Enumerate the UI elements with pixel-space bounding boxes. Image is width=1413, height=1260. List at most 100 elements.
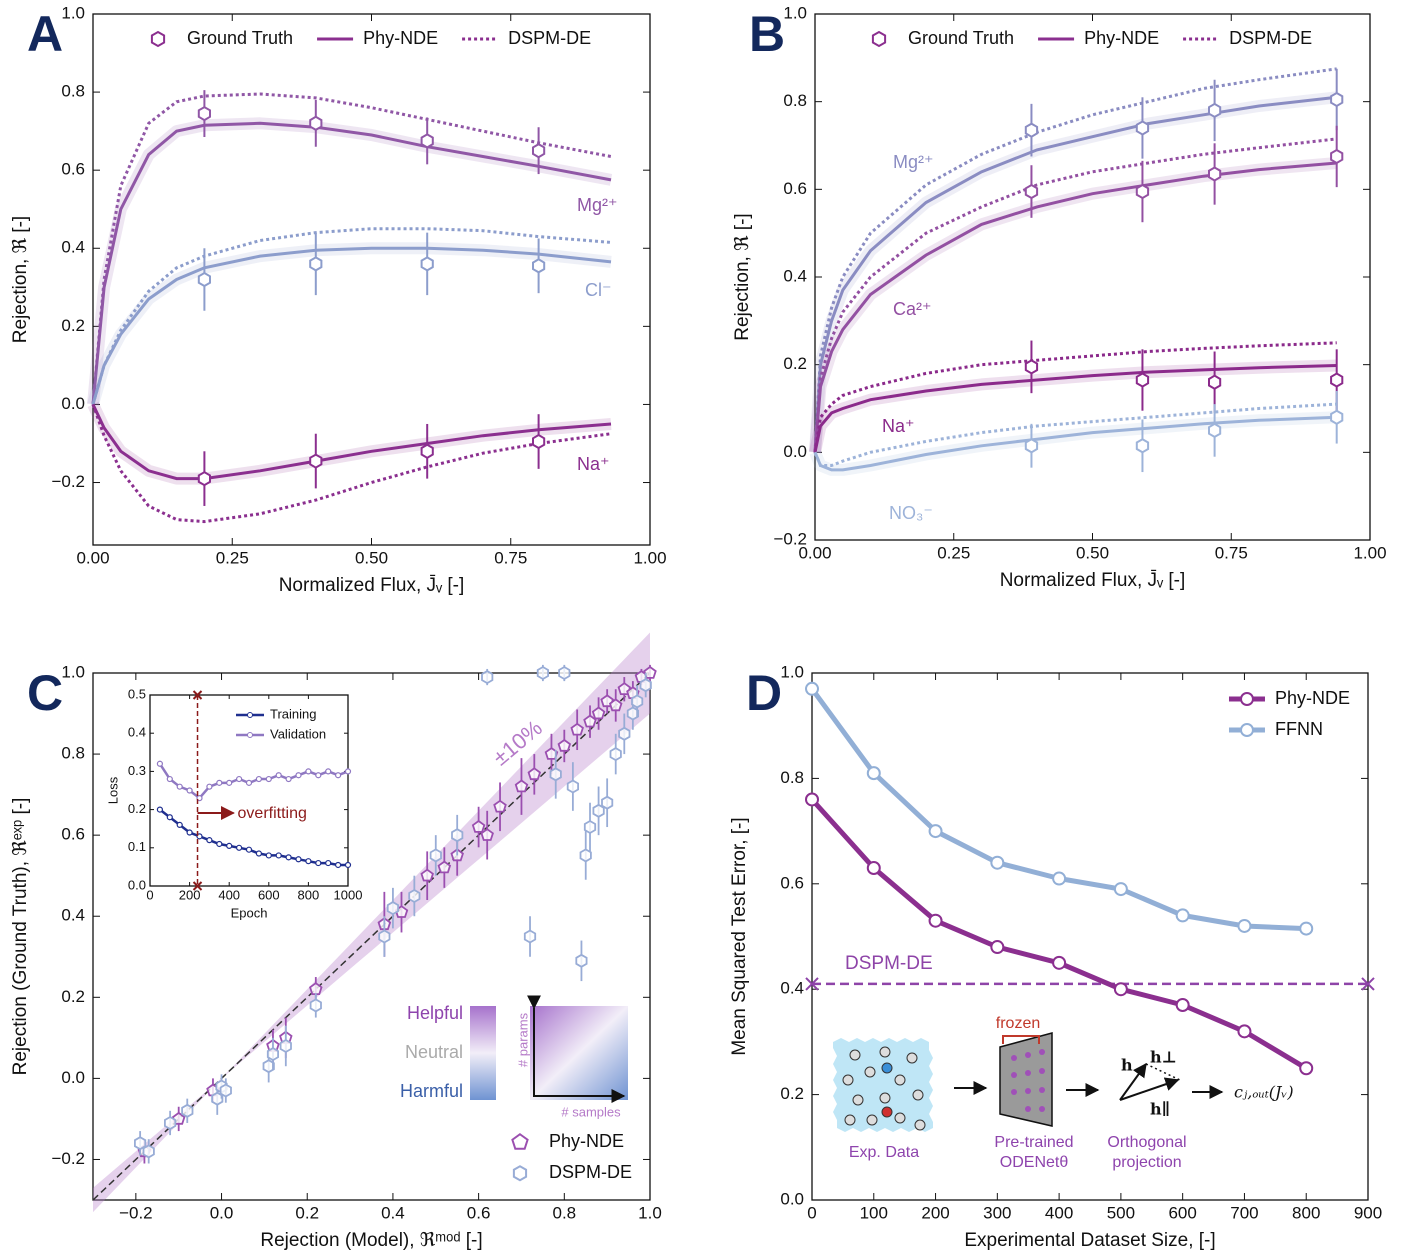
x-tick-label: 0.50 [1076, 543, 1109, 562]
ion-label: Mg²⁺ [577, 195, 618, 215]
reference-cross [1361, 977, 1375, 991]
y-axis-label: Mean Squared Test Error, [-] [729, 817, 750, 1055]
x-tick-label: 1000 [334, 887, 363, 902]
schematic-label: ODENetθ [1000, 1154, 1069, 1171]
x-tick-label: 0.00 [798, 543, 831, 562]
ground-truth-point [532, 433, 546, 450]
legend-label: DSPM-DE [549, 1162, 632, 1182]
legend-marker [511, 1133, 529, 1150]
dspm-de-line [813, 402, 1337, 467]
legend: Phy-NDE FFNN [1228, 688, 1350, 739]
series-point [1175, 908, 1190, 923]
legend-label: Ground Truth [908, 28, 1014, 48]
inset-point [156, 760, 163, 767]
legend-label: DSPM-DE [508, 28, 591, 48]
inset-point [216, 779, 223, 786]
inset-legend: Training Validation [236, 706, 326, 741]
y-tick-label: 1.0 [780, 662, 804, 681]
schematic [833, 1032, 1224, 1132]
reference-cross [805, 977, 819, 991]
schematic-label: h⊥ [1150, 1048, 1177, 1067]
x-tick-label: 0.2 [295, 1203, 319, 1222]
y-tick-label: −0.2 [51, 472, 85, 491]
series-point [1299, 921, 1314, 936]
x-tick-label: 700 [1230, 1203, 1258, 1222]
inset-point [315, 859, 322, 867]
ground-truth-point [420, 256, 434, 272]
x-tick-label: 900 [1354, 1203, 1382, 1222]
scatter-point [309, 998, 322, 1013]
colorbar-x-label: # samples [561, 1104, 621, 1119]
scatter-point [557, 738, 572, 752]
inset-point [295, 772, 302, 779]
ground-truth-point [1208, 422, 1222, 439]
legend-label: Ground Truth [187, 28, 293, 48]
inset-point [255, 850, 262, 857]
series-point [1237, 1024, 1252, 1039]
ground-truth-point [197, 105, 211, 122]
series-point [1113, 982, 1128, 997]
legend-marker [1239, 692, 1254, 706]
legend-marker [1239, 723, 1254, 737]
inset-point [335, 861, 342, 869]
ground-truth-point [1330, 91, 1344, 108]
scatter-point [523, 929, 537, 944]
inset-point [265, 775, 272, 783]
scatter-point [575, 953, 588, 968]
y-tick-label: −0.2 [51, 1149, 85, 1168]
scatter-point [514, 779, 529, 793]
inset-point [206, 837, 213, 844]
color-square [530, 1006, 628, 1100]
inset-point [305, 858, 312, 865]
scatter-point [591, 706, 606, 720]
panel-label: B [749, 6, 785, 62]
x-tick-label: 0 [146, 887, 153, 902]
x-tick-label: 0.25 [937, 543, 970, 562]
panel-label: A [27, 6, 63, 62]
colorbar-label: Neutral [405, 1042, 463, 1062]
dspm-de-line [813, 137, 1337, 453]
scatter-point [583, 819, 597, 835]
ground-truth-point [420, 443, 434, 459]
scatter-point [181, 1103, 194, 1118]
scatter-point [643, 665, 657, 679]
scatter-point [570, 722, 584, 736]
scatter-point [163, 1115, 177, 1131]
x-tick-label: 0.4 [381, 1203, 405, 1222]
y-tick-label: 0.4 [61, 906, 85, 925]
scatter-point [601, 795, 614, 810]
x-tick-label: 0.50 [355, 548, 388, 567]
dspm-de-line [91, 227, 612, 405]
colorbar-label: Harmful [400, 1081, 463, 1101]
ground-truth-point [1135, 120, 1150, 136]
plot-frame [149, 694, 349, 887]
schematic-label: cⱼ,ₒᵤₜ(Jᵥ) [1234, 1083, 1294, 1102]
series-point [805, 681, 819, 696]
inset-point [285, 854, 292, 861]
x-tick-label: 600 [258, 887, 280, 902]
ground-truth-point [1024, 359, 1039, 375]
y-tick-label: 1.0 [61, 662, 85, 681]
legend-label: Phy-NDE [1275, 688, 1350, 708]
y-axis-label: Loss [105, 776, 120, 804]
x-axis-label: Normalized Flux, J̄ᵥ [-] [1000, 570, 1186, 591]
y-tick-label: 0.8 [61, 82, 85, 101]
legend-label: Validation [270, 726, 326, 741]
ion-label: Cl⁻ [585, 280, 612, 300]
scatter-point [608, 698, 623, 712]
y-tick-label: 0.4 [780, 979, 804, 998]
y-tick-label: 0.0 [780, 1189, 804, 1208]
inset-point [176, 783, 183, 790]
series-point [990, 855, 1005, 870]
series-point [928, 824, 943, 839]
panel-label: D [746, 665, 782, 721]
series-point [1175, 998, 1190, 1013]
x-tick-label: −0.2 [119, 1203, 153, 1222]
y-tick-label: 0.2 [61, 987, 85, 1006]
y-tick-label: 0.1 [128, 839, 146, 854]
inset-point [305, 768, 312, 775]
series-point [1113, 882, 1128, 897]
y-tick-label: 0.0 [128, 877, 146, 892]
annotation: overfitting [238, 805, 307, 822]
dspm-de-line [91, 92, 612, 405]
